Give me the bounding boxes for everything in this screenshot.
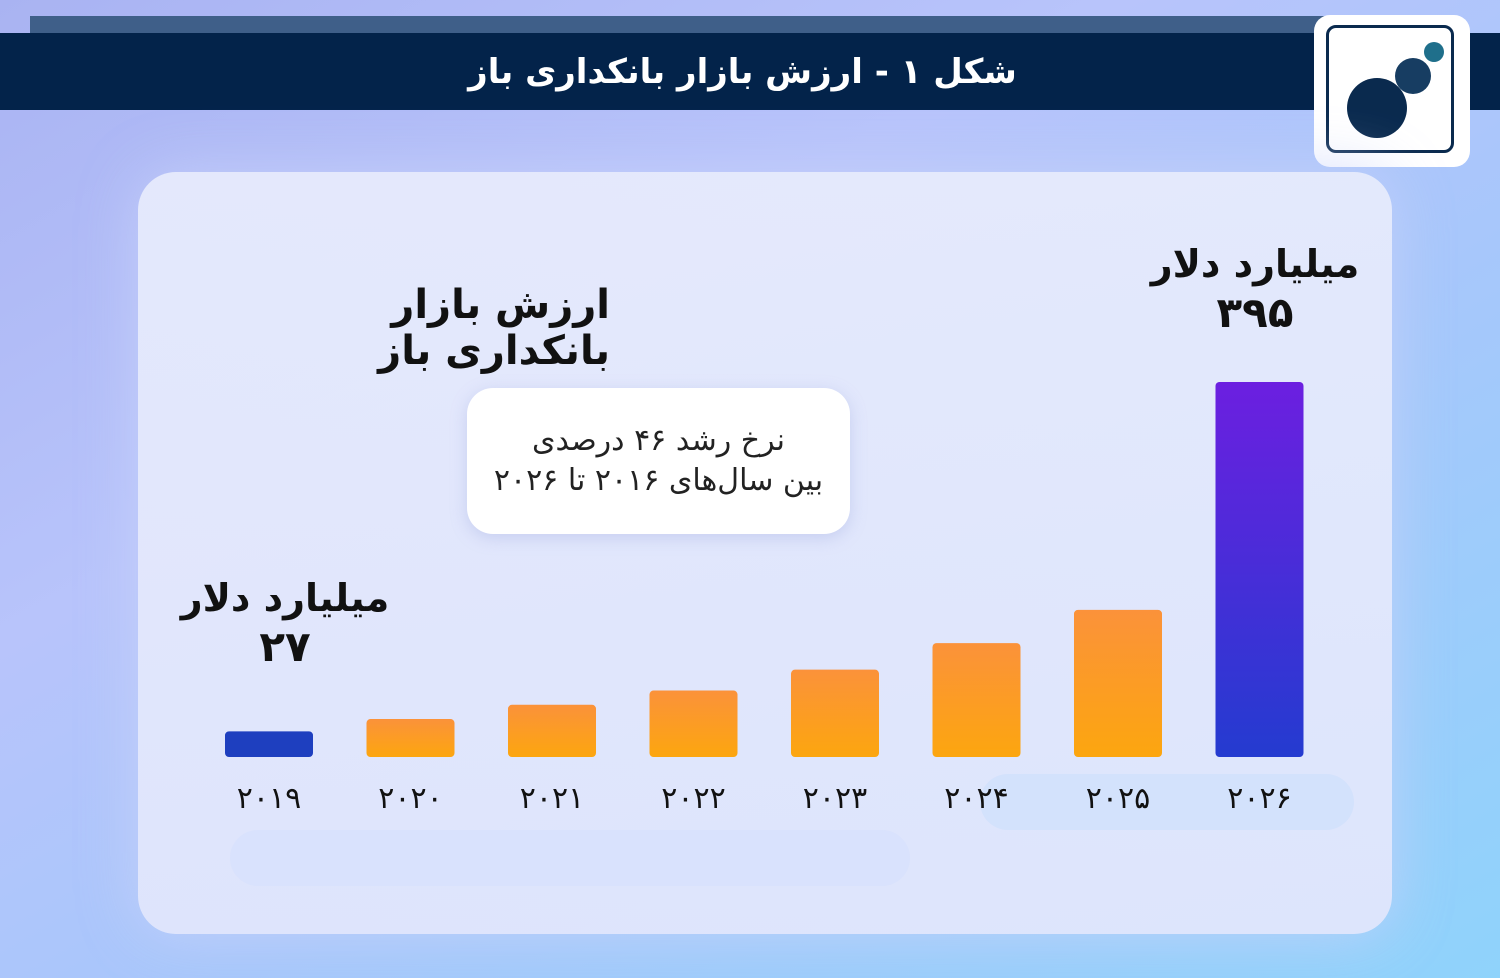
value-label-number: ۳۹۵ [1216, 288, 1294, 337]
bar-0 [225, 731, 313, 757]
value-label-unit: میلیارد دلار [1150, 242, 1360, 286]
callout-line-1: نرخ رشد ۴۶ درصدی [531, 423, 786, 458]
x-tick-label: ۲۰۲۵ [1086, 781, 1150, 816]
x-axis-ticks: ۲۰۱۹ ۲۰۲۰ ۲۰۲۱ ۲۰۲۲ ۲۰۲۳ ۲۰۲۴ ۲۰۲۵ ۲۰۲۶ [237, 781, 1291, 816]
bar-6 [1074, 609, 1162, 757]
value-label-first: میلیارد دلار ۲۷ [180, 574, 390, 672]
bar-4 [791, 669, 879, 757]
chart-title: ارزش بازار بانکداری باز [378, 282, 610, 374]
bar-2 [508, 704, 596, 757]
x-tick-label: ۲۰۲۶ [1227, 781, 1291, 816]
bar-7 [1215, 382, 1304, 757]
header-title: شکل ۱ - ارزش بازار بانکداری باز [468, 51, 1017, 92]
top-accent-strip [30, 16, 1330, 34]
x-tick-label: ۲۰۲۲ [661, 781, 725, 816]
header-band: شکل ۱ - ارزش بازار بانکداری باز [0, 33, 1500, 110]
x-tick-label: ۲۰۲۳ [803, 781, 867, 816]
bar-5 [932, 643, 1021, 757]
x-tick-label: ۲۰۲۰ [378, 781, 442, 816]
value-label-unit: میلیارد دلار [180, 576, 390, 620]
x-tick-label: ۲۰۲۱ [520, 781, 584, 816]
bars-group [225, 382, 1304, 757]
value-label-number: ۲۷ [259, 622, 311, 671]
callout-line-2: بین سال‌های ۲۰۱۶ تا ۲۰۲۶ [493, 463, 824, 498]
axis-highlight-strip [980, 774, 1354, 830]
x-tick-label: ۲۰۱۹ [237, 781, 301, 816]
value-label-last: میلیارد دلار ۳۹۵ [1150, 240, 1360, 338]
bar-3 [649, 690, 738, 757]
growth-callout: نرخ رشد ۴۶ درصدی بین سال‌های ۲۰۱۶ تا ۲۰۲… [467, 388, 850, 534]
x-tick-label: ۲۰۲۴ [944, 781, 1008, 816]
panel-bottom-glow [230, 830, 910, 886]
bar-1 [366, 719, 455, 757]
logo-dots-icon [1347, 42, 1444, 138]
logo-frame [1326, 25, 1454, 153]
logo [1314, 15, 1470, 167]
